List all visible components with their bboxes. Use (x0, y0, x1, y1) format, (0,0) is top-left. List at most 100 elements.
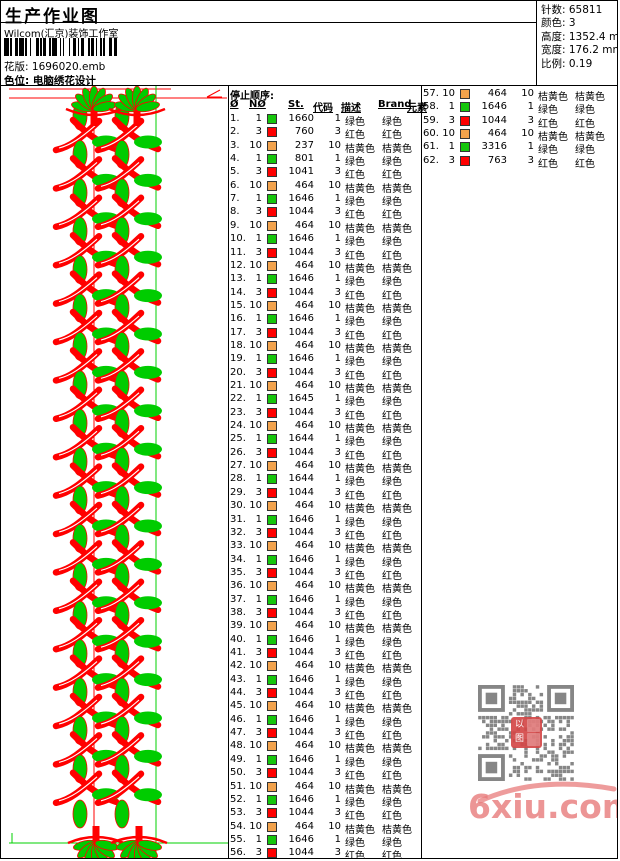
code: 1 (334, 313, 341, 325)
description: 绿色 (345, 477, 365, 489)
brand: 红色 (382, 250, 402, 262)
qr-module (482, 735, 486, 739)
needle-number: 3 (255, 687, 262, 699)
qr-module (551, 750, 555, 754)
brand: 绿色 (382, 637, 402, 649)
row-index: 17. (230, 326, 246, 338)
qr-module (512, 700, 517, 704)
row-index: 58. (423, 101, 439, 113)
stitch-count: 464 (294, 299, 314, 311)
description: 绿色 (345, 637, 365, 649)
qr-code (478, 685, 574, 781)
qr-module (539, 769, 544, 774)
stop-sequence-table-right: 57. 10 464 10 桔黄色 桔黄色 58. 1 1646 1 绿色 绿色 59. 3 1044 3 红色… (421, 88, 617, 178)
qr-module (555, 762, 559, 766)
table-row: 22. 1 1645 1 绿色 绿色 (228, 393, 421, 409)
qr-module (531, 758, 536, 762)
needle-number: 1 (255, 313, 262, 325)
row-index: 56. (230, 847, 246, 859)
qr-module (528, 708, 532, 712)
description: 红色 (345, 651, 365, 662)
code: 1 (334, 633, 341, 645)
barcode-bar (35, 38, 39, 56)
qr-module (524, 754, 528, 758)
qr-module (562, 738, 567, 743)
row-index: 1. (230, 113, 240, 124)
stitch-count: 1044 (288, 847, 314, 859)
brand: 桔黄色 (382, 343, 412, 355)
table-row: 61. 1 3316 1 绿色 绿色 (421, 141, 617, 157)
needle-number: 10 (249, 299, 262, 311)
barcode-bar (88, 38, 90, 56)
stitch-count: 760 (294, 126, 314, 138)
row-index: 10. (230, 233, 246, 245)
qr-code-block: 以 图 (478, 685, 574, 781)
needle-number: 1 (255, 273, 262, 285)
table-row: 59. 3 1044 3 红色 红色 (421, 115, 617, 130)
needle-number: 10 (249, 139, 262, 151)
colorway-value: 电脑绣花设计 (32, 75, 96, 87)
color-swatch (267, 260, 277, 271)
qr-module (531, 696, 536, 701)
color-swatch (267, 621, 277, 632)
row-index: 57. (423, 88, 439, 99)
row-index: 3. (230, 139, 240, 151)
needle-number: 3 (255, 366, 262, 378)
stitch-count: 1044 (288, 366, 314, 378)
table-row: 18. 10 464 10 桔黄色 桔黄色 (228, 340, 421, 355)
description: 桔黄色 (345, 223, 375, 235)
color-swatch (267, 421, 277, 432)
qr-module (551, 727, 555, 731)
row-index: 26. (230, 446, 246, 458)
row-index: 28. (230, 473, 246, 485)
color-swatch (267, 447, 277, 458)
column-header: NØ (249, 99, 266, 110)
brand: 绿色 (382, 197, 402, 209)
description: 绿色 (538, 145, 558, 157)
qr-module (520, 704, 524, 708)
code: 1 (334, 473, 341, 485)
stitch-count: 1646 (288, 193, 314, 205)
brand: 桔黄色 (382, 784, 412, 796)
row-index: 37. (230, 593, 246, 605)
color-swatch (267, 234, 277, 245)
needle-number: 10 (442, 88, 455, 99)
needle-number: 10 (249, 219, 262, 231)
stitch-count: 464 (294, 540, 314, 552)
table-row: 35. 3 1044 3 红色 红色 (228, 567, 421, 582)
qr-module (524, 769, 528, 774)
description: 红色 (345, 290, 365, 302)
color-swatch (267, 821, 277, 832)
description: 绿色 (345, 117, 365, 128)
brand: 红色 (382, 530, 402, 542)
qr-module (493, 738, 497, 743)
code: 3 (334, 727, 341, 739)
qr-module (535, 769, 540, 774)
color-swatch (267, 594, 277, 605)
code: 1 (527, 141, 534, 153)
barcode-bar (19, 38, 24, 56)
code: 3 (334, 286, 341, 298)
needle-number: 10 (249, 820, 262, 832)
description: 绿色 (345, 757, 365, 769)
brand: 绿色 (382, 397, 402, 409)
stitch-count: 1044 (288, 687, 314, 699)
qr-module (528, 700, 532, 704)
qr-module (485, 742, 490, 747)
qr-module (478, 715, 482, 720)
qr-module (489, 746, 494, 751)
qr-module (501, 723, 505, 728)
column-header: St. (288, 99, 304, 110)
description: 绿色 (345, 797, 365, 809)
row-index: 52. (230, 793, 246, 805)
description: 红色 (345, 410, 365, 422)
qr-module (501, 719, 505, 724)
qr-module (524, 777, 528, 781)
row-index: 51. (230, 780, 246, 792)
needle-number: 3 (255, 246, 262, 258)
row-index: 31. (230, 513, 246, 525)
code: 10 (328, 620, 341, 632)
code: 3 (527, 154, 534, 166)
barcode-bar (25, 38, 27, 56)
qr-module (528, 692, 532, 697)
